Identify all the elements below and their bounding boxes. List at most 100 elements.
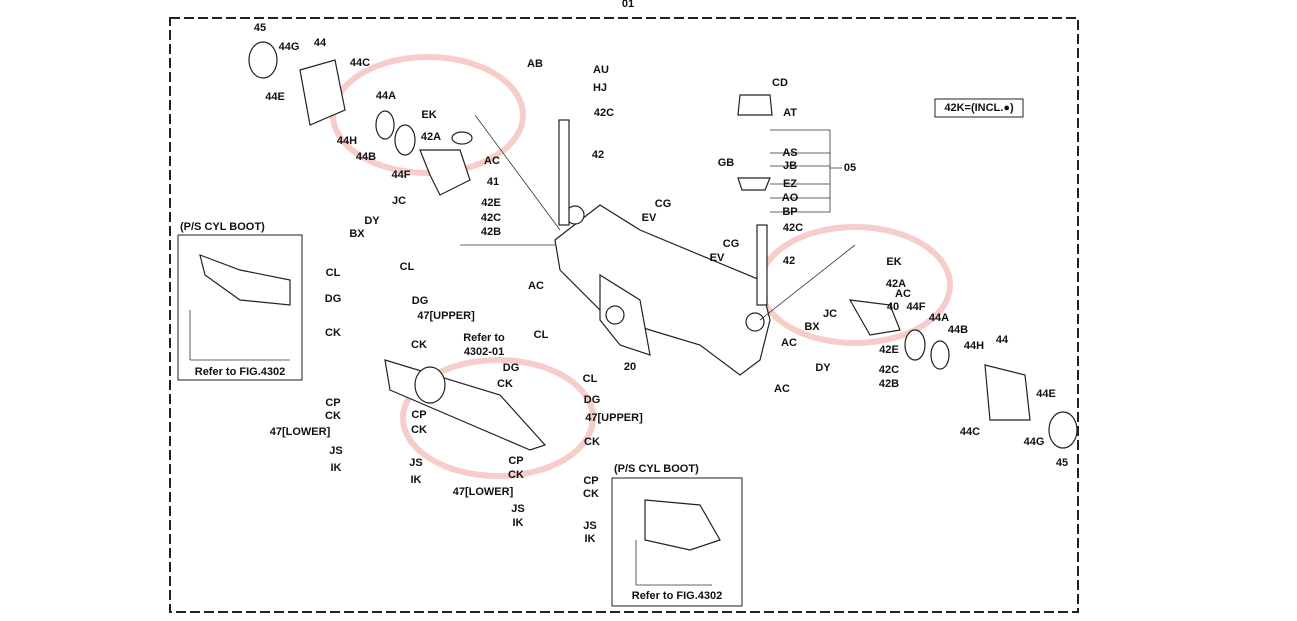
callout: 42C xyxy=(879,364,899,376)
callout: 42C xyxy=(783,222,803,234)
callout: CL xyxy=(583,373,598,385)
callout: AS xyxy=(782,147,797,159)
callout: 05 xyxy=(844,162,856,174)
callout: CK xyxy=(411,424,427,436)
callout: JC xyxy=(823,308,837,320)
callout: CP xyxy=(508,455,523,467)
callout: 42C xyxy=(594,107,614,119)
callout: EK xyxy=(421,109,436,121)
inset-title: (P/S CYL BOOT) xyxy=(180,221,265,233)
callout: 42C xyxy=(481,212,501,224)
callout: CD xyxy=(772,77,788,89)
callout: CL xyxy=(326,267,341,279)
callout: 44G xyxy=(279,41,300,53)
callout: CP xyxy=(411,409,426,421)
callout: AB xyxy=(527,58,543,70)
callout: DG xyxy=(503,362,520,374)
callout: GB xyxy=(718,157,735,169)
callout: AT xyxy=(783,107,797,119)
callout: 44B xyxy=(948,324,968,336)
callout: 44F xyxy=(907,301,926,313)
callout: CL xyxy=(400,261,415,273)
callout: JS xyxy=(329,445,342,457)
callout: 45 xyxy=(254,22,266,34)
callout: IK xyxy=(513,517,524,529)
inset-reference: Refer to FIG.4302 xyxy=(195,366,285,378)
callout: 44C xyxy=(350,57,370,69)
callout: CK xyxy=(411,339,427,351)
callout: 44G xyxy=(1024,436,1045,448)
callout: CK xyxy=(497,378,513,390)
note: 42K=(INCL.●) xyxy=(944,102,1014,114)
inset-box xyxy=(177,234,303,381)
callout: 44A xyxy=(929,312,949,324)
callout: CG xyxy=(723,238,740,250)
callout: 42B xyxy=(481,226,501,238)
callout: DG xyxy=(325,293,342,305)
inset-title: (P/S CYL BOOT) xyxy=(614,463,699,475)
callout: BX xyxy=(804,321,820,333)
callout: CL xyxy=(534,329,549,341)
callout: 20 xyxy=(624,361,636,373)
callout: JS xyxy=(511,503,524,515)
callout: AC xyxy=(484,155,500,167)
callout: 42 xyxy=(592,149,604,161)
note-box xyxy=(934,98,1024,118)
callout: BX xyxy=(349,228,365,240)
callout: CG xyxy=(655,198,672,210)
callout: EV xyxy=(710,252,725,264)
callout: Refer to xyxy=(463,332,505,344)
callout: CK xyxy=(583,488,599,500)
callout: EK xyxy=(886,256,901,268)
callout: JC xyxy=(392,195,406,207)
callout: CK xyxy=(325,410,341,422)
callout: DY xyxy=(815,362,831,374)
callout: 44E xyxy=(1036,388,1056,400)
callout: 44H xyxy=(337,135,357,147)
callout: AO xyxy=(782,192,799,204)
callout: 42A xyxy=(886,278,906,290)
callout: 44B xyxy=(356,151,376,163)
callout: EZ xyxy=(783,178,797,190)
callout: JS xyxy=(583,520,596,532)
frame xyxy=(169,17,1079,613)
callout: 4302-01 xyxy=(464,346,504,358)
callout: EV xyxy=(642,212,657,224)
callout: IK xyxy=(331,462,342,474)
callout: CP xyxy=(583,475,598,487)
watermarks xyxy=(330,54,953,479)
callout: 42B xyxy=(879,378,899,390)
callout: AC xyxy=(895,288,911,300)
callout: 47[UPPER] xyxy=(417,310,475,322)
callout: 44C xyxy=(960,426,980,438)
callout: 42E xyxy=(879,344,899,356)
callout: 44H xyxy=(964,340,984,352)
callout: CK xyxy=(325,327,341,339)
callout: IK xyxy=(585,533,596,545)
callout: CK xyxy=(508,469,524,481)
callout: 42 xyxy=(783,255,795,267)
callout: IK xyxy=(411,474,422,486)
callout: 47[UPPER] xyxy=(585,412,643,424)
callout: AC xyxy=(774,383,790,395)
callout: CP xyxy=(325,397,340,409)
callout: JB xyxy=(783,160,797,172)
callout: 40 xyxy=(887,301,899,313)
inset-reference: Refer to FIG.4302 xyxy=(632,590,722,602)
callout: HJ xyxy=(593,82,607,94)
callout: BP xyxy=(782,206,797,218)
callout: 44 xyxy=(996,334,1009,346)
callout: AU xyxy=(593,64,609,76)
callout: 45 xyxy=(1056,457,1068,469)
parts xyxy=(189,41,1078,586)
callout: AC xyxy=(528,280,544,292)
callout: 47[LOWER] xyxy=(270,426,331,438)
page-number: 01 xyxy=(622,0,634,10)
callout: DY xyxy=(364,215,380,227)
callout: 42E xyxy=(481,197,501,209)
callout: 44E xyxy=(265,91,285,103)
callout: 41 xyxy=(487,176,499,188)
callout: DG xyxy=(412,295,429,307)
callout: 44F xyxy=(392,169,411,181)
callout: 44 xyxy=(314,37,327,49)
